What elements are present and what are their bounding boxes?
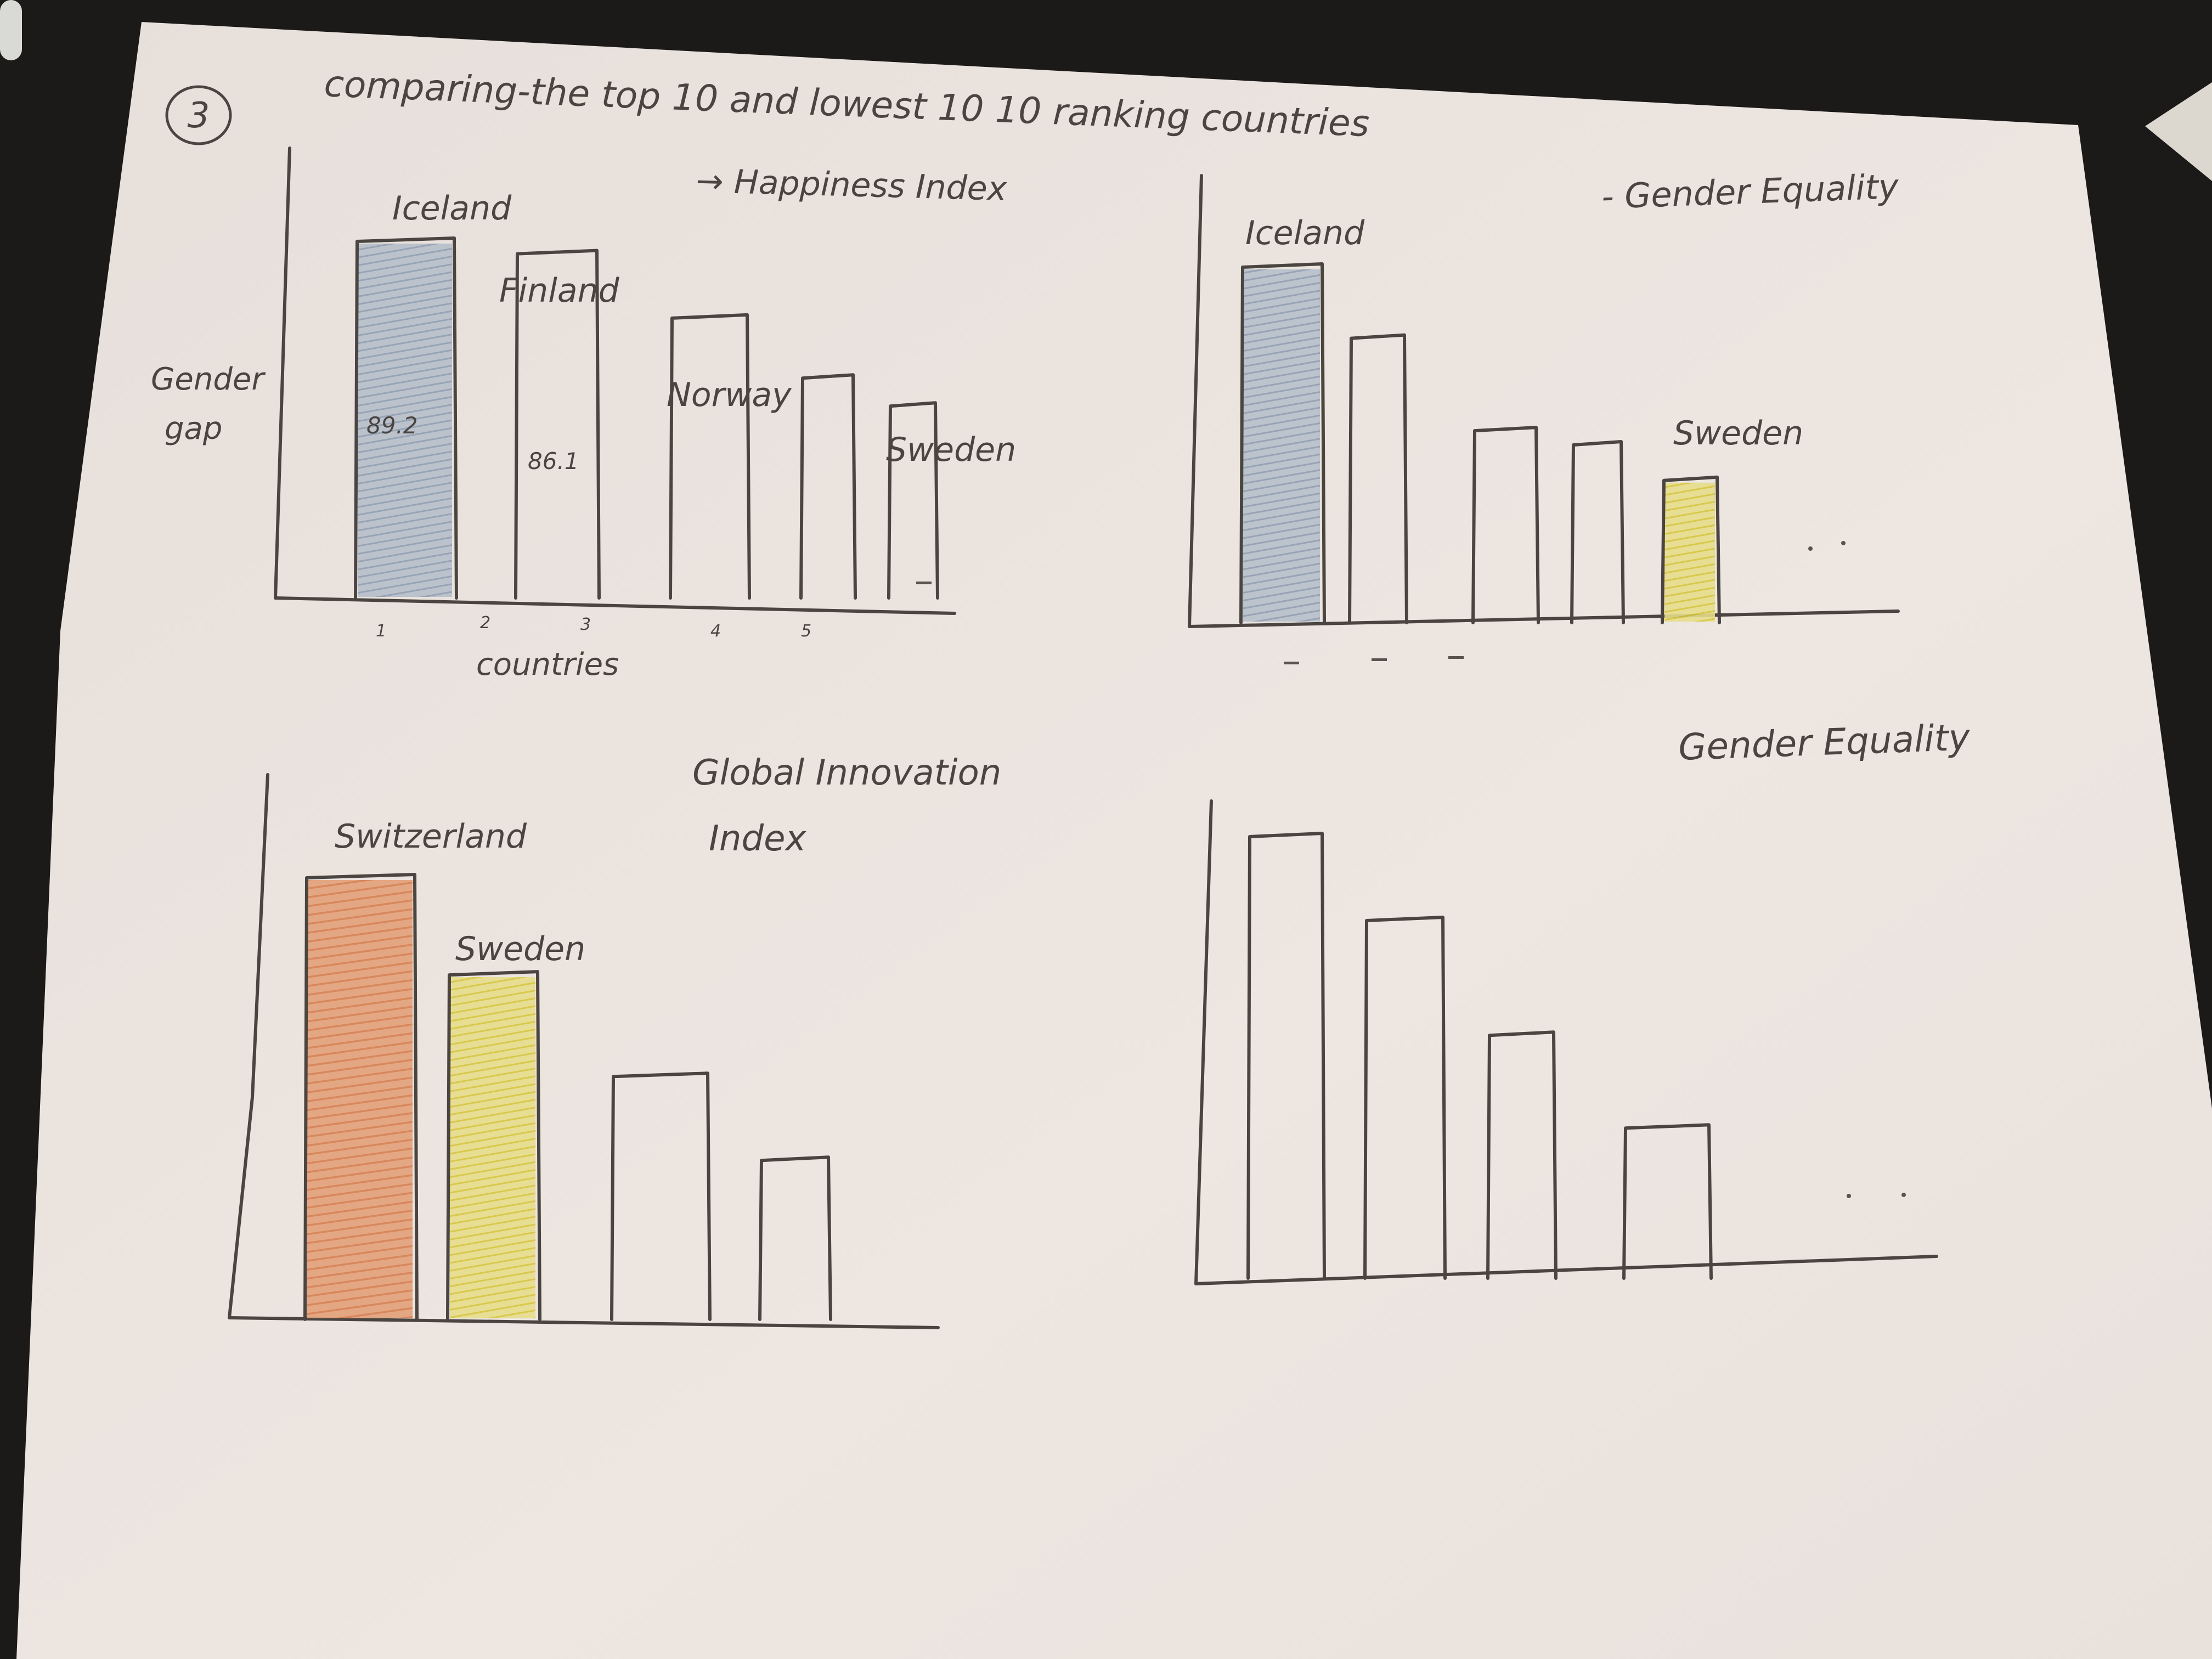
bar-1-0 — [1239, 262, 1326, 624]
bar-1-4 — [1661, 475, 1721, 624]
gender-bottom-title: Gender Equality — [1678, 716, 1971, 769]
innovation-y-axis — [228, 773, 269, 1319]
happiness-tick-3: 3 — [580, 615, 591, 634]
bar-fill-1-4 — [1664, 482, 1715, 622]
bar-1-2 — [1471, 426, 1540, 624]
stray-pencil-marks — [916, 541, 1906, 1198]
happiness-ylabel-2: gap — [165, 411, 222, 447]
bar-1-1 — [1348, 333, 1408, 624]
gender-bottom-bars — [1246, 832, 1713, 1280]
happiness-x-axis — [274, 596, 956, 615]
section-number-circle — [165, 85, 232, 145]
section-number: 3 — [188, 95, 210, 136]
bar-fill-0-0 — [358, 244, 452, 597]
bar-label-1-0: Iceland — [1245, 214, 1365, 252]
bar-2-3 — [758, 1155, 832, 1321]
bar-3-3 — [1622, 1123, 1713, 1280]
bar-2-2 — [610, 1071, 712, 1321]
happiness-tick-1: 1 — [376, 622, 386, 641]
bar-0-0 — [354, 236, 458, 600]
bar-label-0-4: Sweden — [886, 431, 1016, 469]
innovation-x-axis — [228, 1316, 940, 1329]
happiness-tick-4: 4 — [710, 622, 721, 641]
gender-top-bars — [1239, 262, 1721, 624]
gender-bottom-x-axis — [1194, 1255, 1938, 1285]
chart-innovation — [228, 773, 940, 1329]
bar-label-2-0: Switzerland — [335, 817, 527, 856]
bar-label-0-2: Norway — [667, 376, 792, 414]
happiness-title: → Happiness Index — [696, 162, 1008, 208]
second-paper-edge — [2145, 82, 2212, 181]
happiness-tick-2: 2 — [480, 613, 490, 633]
bar-0-2 — [669, 313, 751, 600]
bar-fill-2-0 — [307, 880, 413, 1318]
chart-gender-bottom — [1194, 799, 1938, 1285]
bar-3-2 — [1486, 1030, 1558, 1280]
happiness-xlabel: countries — [476, 647, 619, 682]
bar-label-0-1: Finland — [499, 272, 620, 310]
bar-fill-2-1 — [450, 977, 535, 1318]
bar-2-1 — [446, 970, 541, 1321]
bar-label-2-1: Sweden — [455, 930, 585, 968]
gender-top-x-axis — [1188, 610, 1900, 628]
corner-object — [0, 0, 22, 60]
innovation-title-2: Index — [709, 819, 806, 859]
bar-value-label-0-0: 89.2 — [366, 412, 418, 439]
chart-gender-top — [1188, 174, 1900, 628]
happiness-y-axis — [274, 146, 291, 600]
bar-3-0 — [1246, 832, 1326, 1280]
happiness-ylabel-1: Gender — [151, 362, 266, 397]
gender-bottom-y-axis — [1194, 799, 1213, 1285]
bar-2-0 — [303, 873, 419, 1321]
chart-happiness — [274, 146, 956, 615]
bar-0-3 — [799, 373, 857, 600]
bar-0-1 — [514, 249, 601, 600]
bar-value-label-0-1: 86.1 — [528, 448, 579, 475]
innovation-title-1: Global Innovation — [692, 753, 1001, 793]
bar-1-3 — [1570, 440, 1625, 624]
bar-3-1 — [1363, 915, 1447, 1280]
innovation-bars — [303, 873, 832, 1321]
happiness-tick-5: 5 — [801, 622, 811, 641]
paper-sheet — [16, 22, 2212, 1659]
happiness-bars — [354, 236, 939, 600]
bar-label-0-0: Iceland — [392, 189, 512, 228]
bar-0-4 — [887, 401, 939, 600]
bar-fill-1-0 — [1243, 269, 1320, 622]
gender-top-y-axis — [1188, 174, 1203, 628]
bar-label-1-4: Sweden — [1673, 414, 1803, 453]
